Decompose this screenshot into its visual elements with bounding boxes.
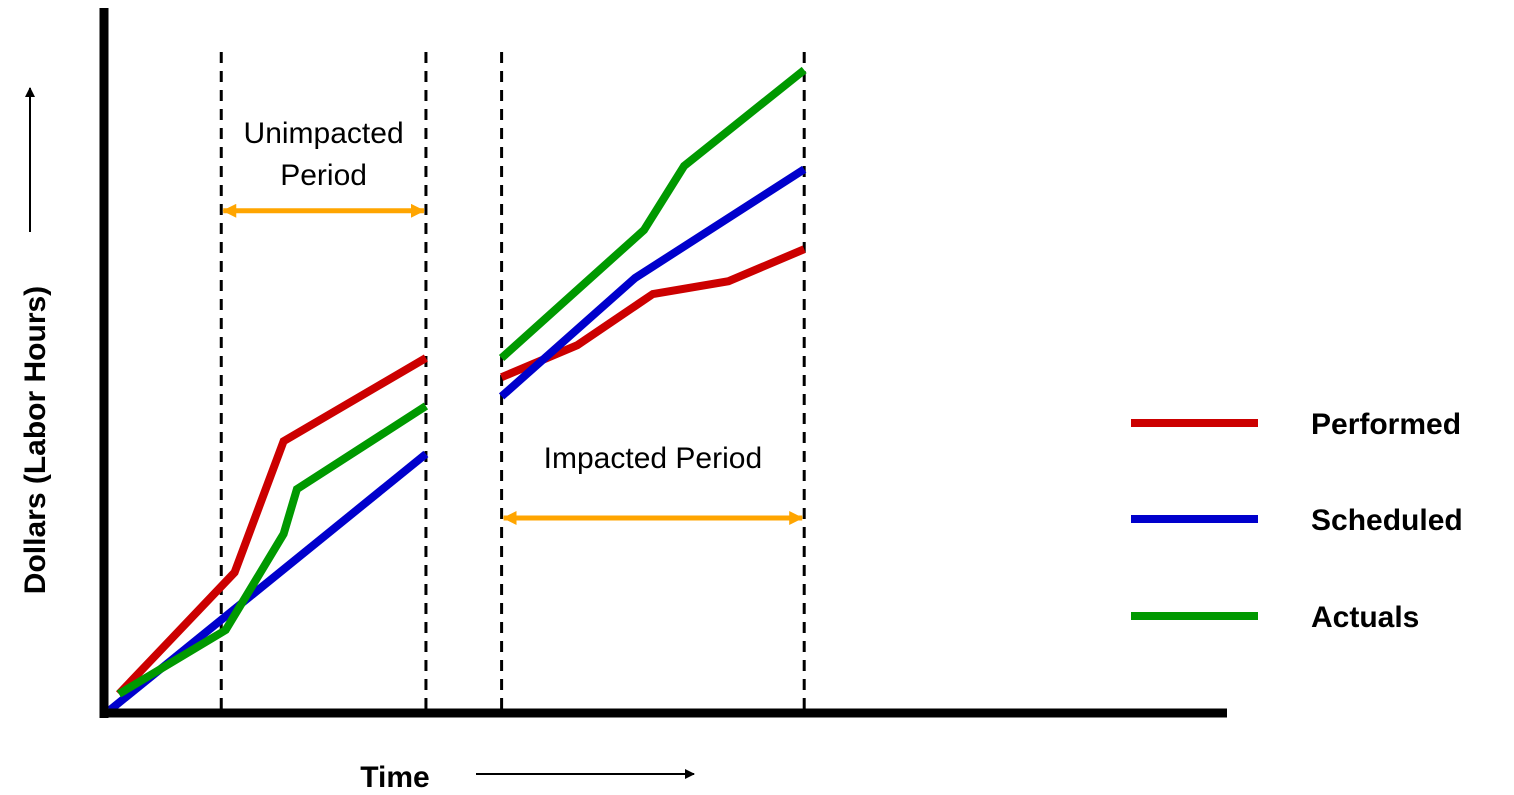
- span-label-unimpacted-1: Unimpacted: [244, 117, 404, 150]
- span-label-unimpacted-2: Period: [280, 159, 367, 192]
- span-label-impacted-1: Impacted Period: [544, 442, 762, 475]
- series-actuals-segment-1: [116, 402, 429, 698]
- series-performed-segment-1: [116, 354, 428, 697]
- legend-label-scheduled: Scheduled: [1311, 504, 1463, 537]
- period-spans: Unimpacted Period Impacted Period: [222, 117, 804, 525]
- y-axis-label: Dollars (Labor Hours): [19, 286, 52, 594]
- series-scheduled-segment-2: [498, 165, 807, 400]
- legend-item-performed: Performed: [1131, 408, 1461, 441]
- x-axis-label: Time: [360, 761, 429, 794]
- legend: Performed Scheduled Actuals: [1131, 408, 1463, 634]
- period-dividers: [219, 52, 806, 710]
- legend-item-scheduled: Scheduled: [1131, 504, 1463, 537]
- series-actuals-segment-2: [498, 66, 807, 361]
- legend-label-performed: Performed: [1311, 408, 1461, 441]
- legend-item-actuals: Actuals: [1131, 601, 1419, 634]
- legend-label-actuals: Actuals: [1311, 601, 1419, 634]
- series-lines: [107, 66, 807, 714]
